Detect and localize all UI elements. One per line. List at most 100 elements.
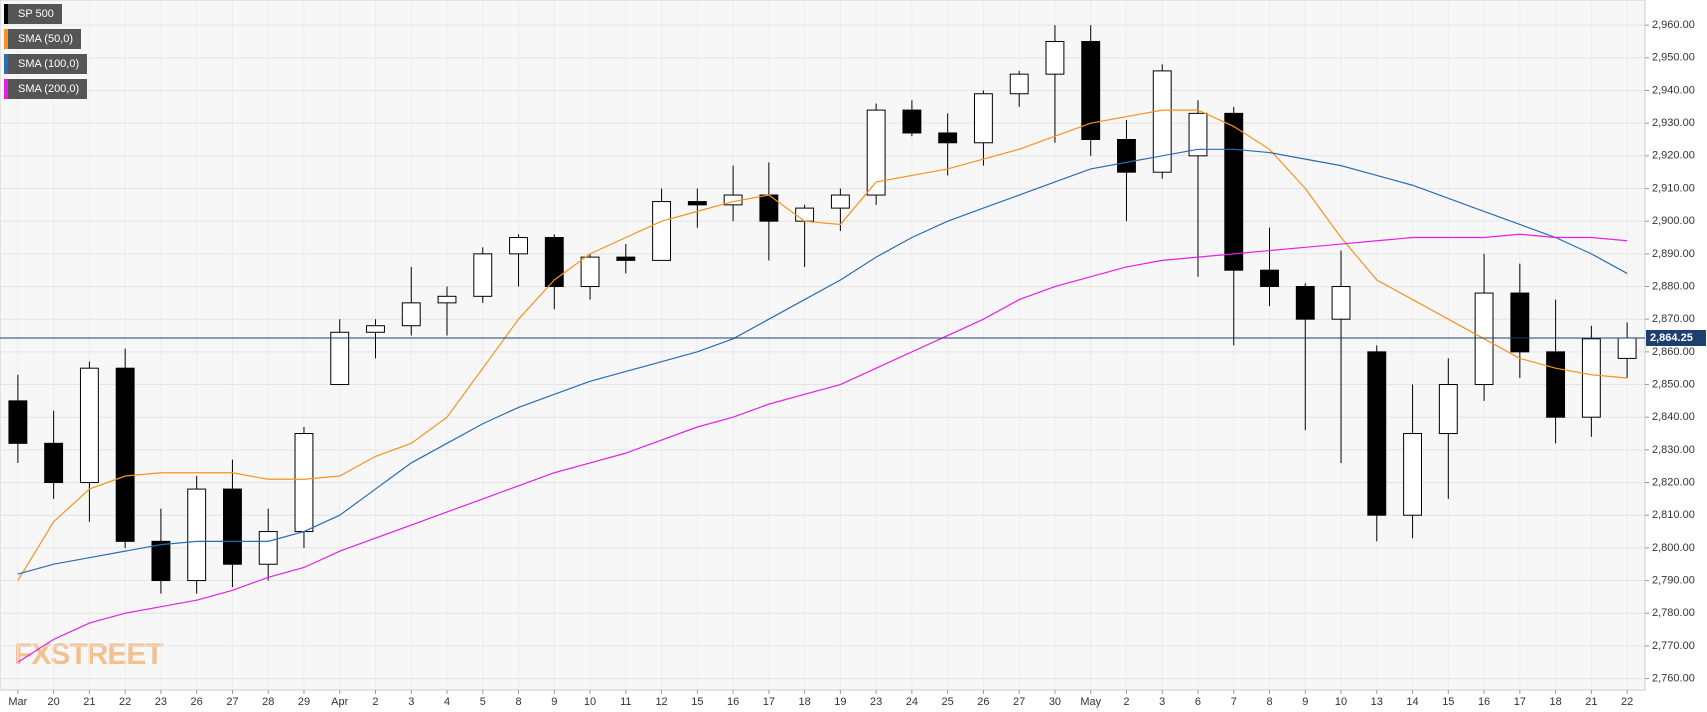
x-tick-label: 8 xyxy=(1266,696,1272,708)
last-price-box xyxy=(1646,329,1706,346)
x-tick-label: 2 xyxy=(1123,696,1129,708)
candle-body xyxy=(1581,338,1601,418)
candle-body xyxy=(294,433,314,533)
candle-body xyxy=(1403,433,1422,516)
candle-body xyxy=(1224,112,1244,271)
candle-body xyxy=(544,237,564,288)
candle-body xyxy=(830,194,850,209)
x-tick-label: Mar xyxy=(8,696,27,708)
y-tick-label: 2,900.00 xyxy=(1652,215,1695,227)
candle-body xyxy=(580,256,600,288)
plot-area xyxy=(0,0,1646,691)
x-tick-label: 23 xyxy=(155,696,167,708)
x-tick-label: 18 xyxy=(798,696,810,708)
x-tick-label: 28 xyxy=(262,696,274,708)
x-tick-label: 16 xyxy=(727,696,739,708)
candle-body xyxy=(151,540,171,582)
last-price-label: 2,864.25 xyxy=(1650,332,1693,344)
x-tick-label: 6 xyxy=(1195,696,1201,708)
candle-body xyxy=(8,400,28,444)
x-tick-label: May xyxy=(1080,696,1101,708)
candle-body xyxy=(366,325,385,333)
candle-body xyxy=(1045,40,1065,75)
x-tick-label: 17 xyxy=(1514,696,1526,708)
x-tick-label: 10 xyxy=(1335,696,1347,708)
x-tick-label: 4 xyxy=(444,696,450,708)
y-tick-label: 2,860.00 xyxy=(1652,346,1695,358)
x-tick-label: 11 xyxy=(620,696,631,708)
x-tick-label: 29 xyxy=(298,696,310,708)
candle-body xyxy=(938,132,958,144)
y-tick-label: 2,840.00 xyxy=(1652,411,1695,423)
y-tick-label: 2,800.00 xyxy=(1652,542,1695,554)
x-tick-label: 9 xyxy=(1302,696,1308,708)
candle-body xyxy=(1117,139,1136,173)
x-tick-label: 13 xyxy=(1371,696,1383,708)
y-tick-label: 2,770.00 xyxy=(1652,640,1695,652)
candle-body xyxy=(187,488,207,582)
y-tick-label: 2,820.00 xyxy=(1652,476,1695,488)
x-tick-label: 30 xyxy=(1049,696,1061,708)
candle-body xyxy=(1188,112,1208,157)
x-tick-label: 25 xyxy=(942,696,954,708)
candle-body xyxy=(44,442,64,484)
y-tick-label: 2,830.00 xyxy=(1652,444,1695,456)
legend: SP 500 SMA (50,0) SMA (100,0) SMA (200,0) xyxy=(4,4,88,104)
watermark: FXSTREET xyxy=(14,638,163,671)
y-tick-label: 2,890.00 xyxy=(1652,248,1695,260)
y-tick-label: 2,780.00 xyxy=(1652,607,1695,619)
x-tick-label: 23 xyxy=(870,696,882,708)
legend-entry: SP 500 xyxy=(4,4,62,24)
candle-body xyxy=(1295,286,1315,320)
x-tick-label: 10 xyxy=(584,696,596,708)
candle-body xyxy=(1510,292,1530,353)
candle-body xyxy=(1367,351,1387,516)
x-tick-label: 3 xyxy=(1159,696,1165,708)
y-tick-label: 2,960.00 xyxy=(1652,19,1695,31)
x-tick-label: 18 xyxy=(1549,696,1561,708)
candle-body xyxy=(79,367,99,484)
legend-entry: SMA (100,0) xyxy=(4,54,88,74)
y-tick-label: 2,870.00 xyxy=(1652,313,1695,325)
x-tick-label: 27 xyxy=(226,696,238,708)
y-tick-label: 2,810.00 xyxy=(1652,509,1695,521)
y-tick-label: 2,940.00 xyxy=(1652,84,1695,96)
candle-body xyxy=(258,531,278,565)
candle-body xyxy=(1617,337,1637,359)
candle-body xyxy=(1260,269,1279,288)
x-tick-label: 26 xyxy=(977,696,989,708)
candle-body xyxy=(223,488,242,565)
candle-body xyxy=(473,253,493,297)
candle-body xyxy=(437,295,457,304)
y-tick-label: 2,760.00 xyxy=(1652,672,1695,684)
candle-body xyxy=(330,331,350,386)
x-tick-label: 24 xyxy=(906,696,918,708)
y-tick-label: 2,910.00 xyxy=(1652,182,1695,194)
y-tick-label: 2,920.00 xyxy=(1652,150,1695,162)
x-tick-label: 22 xyxy=(1621,696,1633,708)
candle-body xyxy=(1081,40,1101,141)
candle-body xyxy=(1331,286,1351,320)
y-tick-label: 2,790.00 xyxy=(1652,574,1695,586)
x-tick-label: 9 xyxy=(551,696,557,708)
candle-body xyxy=(652,201,672,261)
y-tick-label: 2,850.00 xyxy=(1652,378,1695,390)
x-tick-label: 17 xyxy=(763,696,775,708)
legend-entry: SMA (200,0) xyxy=(4,79,88,99)
x-tick-label: 16 xyxy=(1478,696,1490,708)
candle-body xyxy=(1009,73,1029,95)
candle-body xyxy=(509,237,528,255)
candle-body xyxy=(1438,384,1458,435)
sma-line xyxy=(17,148,1628,575)
x-tick-label: 21 xyxy=(1585,696,1597,708)
x-tick-label: 2 xyxy=(372,696,378,708)
candle-body xyxy=(401,302,421,327)
y-tick-label: 2,930.00 xyxy=(1652,117,1695,129)
x-tick-label: 3 xyxy=(408,696,414,708)
x-tick-label: 21 xyxy=(83,696,95,708)
x-tick-label: 14 xyxy=(1406,696,1418,708)
y-tick-label: 2,950.00 xyxy=(1652,52,1695,64)
sma-line xyxy=(17,233,1628,663)
